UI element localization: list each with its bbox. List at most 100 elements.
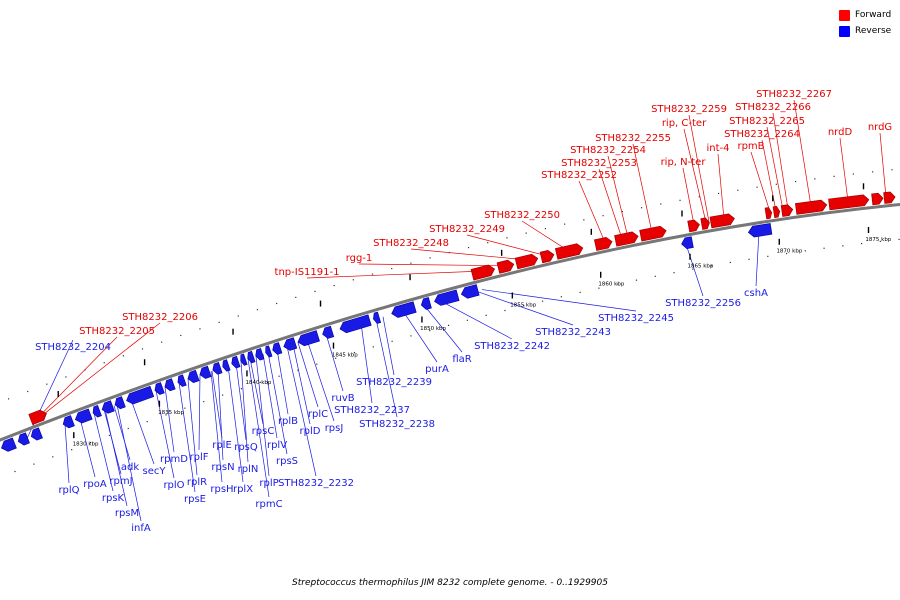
forward-gene-arrow xyxy=(772,205,781,219)
leader-line xyxy=(262,353,278,439)
guide-dot xyxy=(89,441,92,444)
gene-label: STH8232_2206 xyxy=(122,312,198,323)
guide-dot xyxy=(785,252,788,255)
leader-line xyxy=(104,408,128,507)
guide-dot xyxy=(775,183,777,185)
guide-dot xyxy=(598,287,600,289)
forward-gene-arrow xyxy=(593,236,613,251)
leader-line xyxy=(130,399,155,465)
guide-dot xyxy=(541,300,544,302)
guide-dot xyxy=(487,242,489,244)
gene-label: STH8232_2249 xyxy=(429,224,505,235)
tick-label: 1875 kbp xyxy=(865,237,891,243)
gene-label: flaR xyxy=(452,354,471,365)
gene-label: secY xyxy=(143,466,167,477)
leader-line xyxy=(292,344,311,425)
guide-dot xyxy=(108,434,111,437)
guide-dot xyxy=(180,334,182,337)
gene-label: STH8232_2253 xyxy=(561,158,637,169)
leader-line xyxy=(607,155,629,238)
guide-dot xyxy=(165,414,167,416)
leader-line xyxy=(211,370,223,439)
guide-dot xyxy=(748,258,750,260)
guide-dot xyxy=(27,390,29,393)
guide-dot xyxy=(852,173,854,175)
gene-label: rpmD xyxy=(160,454,188,465)
gene-label: ruvB xyxy=(331,393,354,404)
guide-dot xyxy=(692,268,694,270)
guide-dot xyxy=(240,388,243,390)
leader-line xyxy=(39,336,118,416)
guide-dot xyxy=(879,240,881,243)
reverse-gene-arrow xyxy=(283,337,298,351)
reverse-gene-arrow xyxy=(420,297,432,310)
label-leader-lines xyxy=(26,99,887,522)
reverse-gene-arrow xyxy=(126,385,155,405)
guide-dot xyxy=(103,362,105,364)
leader-line xyxy=(766,126,784,211)
leader-line xyxy=(227,365,244,483)
gene-label: STH8232_2232 xyxy=(278,478,354,489)
guide-dot xyxy=(579,291,581,294)
gene-label: rplR xyxy=(187,477,207,488)
guide-dot xyxy=(447,324,450,326)
guide-dot xyxy=(767,255,769,257)
guide-dot xyxy=(276,302,278,305)
leader-line xyxy=(481,289,637,312)
leader-line xyxy=(240,361,249,463)
forward-gene-arrow xyxy=(780,204,794,217)
guide-dot xyxy=(898,238,900,241)
gene-label: STH8232_2266 xyxy=(735,102,811,113)
leader-line xyxy=(750,151,771,213)
reverse-gene-arrow xyxy=(434,289,460,306)
reverse-gene-arrow xyxy=(74,408,93,424)
guide-dot xyxy=(640,207,643,209)
leader-line xyxy=(64,423,70,484)
leader-line xyxy=(276,349,289,415)
leader-line xyxy=(247,358,270,498)
forward-gene-arrow xyxy=(614,231,639,247)
leader-line xyxy=(578,180,606,243)
gene-label: STH8232_2239 xyxy=(356,377,432,388)
forward-gene-arrow xyxy=(709,213,735,229)
guide-dot xyxy=(635,279,638,281)
guide-dot xyxy=(525,232,527,234)
guide-dot xyxy=(203,400,205,403)
leader-line xyxy=(682,167,695,225)
forward-gene-arrow xyxy=(639,225,667,242)
forward-gene-arrow xyxy=(539,250,555,264)
reverse-gene-arrow xyxy=(17,432,30,446)
leader-line xyxy=(235,362,247,441)
guide-dot xyxy=(410,335,412,337)
legend-reverse-label: Reverse xyxy=(855,26,892,36)
guide-dot xyxy=(833,175,835,177)
guide-dot xyxy=(564,223,566,225)
guide-dot xyxy=(314,290,316,293)
gene-label: rpoA xyxy=(83,479,107,490)
leader-line xyxy=(475,290,574,326)
guide-dot xyxy=(544,227,546,230)
gene-label: cshA xyxy=(744,288,768,299)
leader-line xyxy=(410,248,529,261)
forward-gene-arrow xyxy=(470,264,496,281)
guide-dot xyxy=(122,355,124,357)
guide-dot xyxy=(65,376,67,378)
forward-gene-arrow xyxy=(496,259,515,274)
gene-label: infA xyxy=(131,523,151,534)
guide-dot xyxy=(127,427,129,430)
guide-dot xyxy=(146,421,148,423)
gene-label: STH8232_2264 xyxy=(724,129,800,140)
guide-dot xyxy=(184,407,186,409)
guide-dot xyxy=(33,463,35,465)
gene-label: STH8232_2256 xyxy=(665,298,741,309)
reverse-gene-arrow xyxy=(460,284,480,299)
gene-label: STH8232_2245 xyxy=(598,313,674,324)
guide-dot xyxy=(860,242,863,245)
figure-caption: Streptococcus thermophilus JIM 8232 comp… xyxy=(292,578,608,588)
gene-label: rplQ xyxy=(58,485,79,496)
guide-dot xyxy=(256,309,259,311)
gene-label: nrdG xyxy=(868,122,892,133)
gene-label: STH8232_2238 xyxy=(359,419,435,430)
guide-dot xyxy=(353,351,356,354)
gene-label: STH8232_2204 xyxy=(35,342,111,353)
